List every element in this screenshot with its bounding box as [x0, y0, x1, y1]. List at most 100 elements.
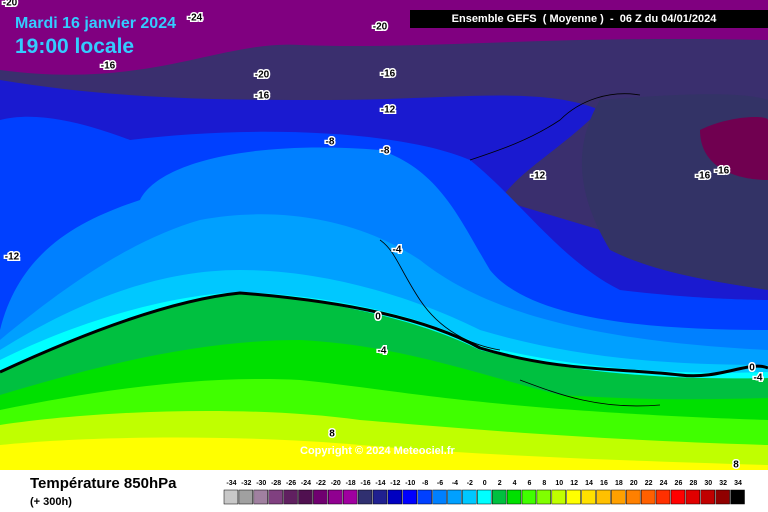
legend-swatch	[566, 489, 581, 505]
contour-label: 0	[749, 363, 755, 374]
legend-swatch	[298, 489, 313, 505]
copyright: Copyright © 2024 Meteociel.fr	[300, 445, 456, 457]
legend-swatch	[700, 489, 715, 505]
legend-value: -24	[301, 480, 311, 487]
legend-value: 14	[585, 480, 593, 487]
color-scale: -34 -32 -30 -28 -26 -24 -22 -20 -18 -16 -14 -12 -10-…	[223, 480, 745, 505]
legend-value: -4	[452, 480, 458, 487]
legend-value: 0	[483, 480, 487, 487]
legend-value: -18	[346, 480, 356, 487]
legend-subtitle: (+ 300h)	[30, 496, 72, 508]
legend-swatch	[328, 489, 343, 505]
legend-value: 34	[734, 480, 742, 487]
legend-swatch	[387, 489, 403, 505]
legend-swatch	[432, 489, 447, 505]
legend-swatch	[238, 489, 254, 505]
legend-swatch	[357, 489, 373, 505]
legend-value: 22	[645, 480, 653, 487]
map	[0, 0, 768, 471]
legend-swatch	[447, 489, 462, 505]
legend-value: 16	[600, 480, 608, 487]
legend-value: 6	[527, 480, 531, 487]
legend-value: 30	[704, 480, 712, 487]
legend-swatch	[626, 489, 641, 505]
contour-label: -16	[381, 69, 396, 80]
contour-label: -4	[754, 373, 763, 384]
contour-label: 8	[733, 460, 739, 471]
legend-value: 2	[498, 480, 502, 487]
legend-value: 26	[675, 480, 683, 487]
legend-value: -28	[271, 480, 281, 487]
legend-value: 28	[689, 480, 697, 487]
contour-label: -20	[255, 70, 270, 81]
legend-value: 32	[719, 480, 727, 487]
contour-label: -12	[531, 171, 546, 182]
band	[700, 117, 768, 180]
legend-swatch	[715, 489, 730, 505]
legend-swatch	[551, 489, 566, 505]
legend-value: -30	[256, 480, 266, 487]
contour-label: -4	[378, 346, 387, 357]
contour-label: -8	[326, 137, 335, 148]
legend-swatch	[462, 489, 477, 505]
legend-value: -2	[467, 480, 473, 487]
legend-value: 24	[660, 480, 668, 487]
legend-swatch	[730, 489, 745, 505]
legend-swatch	[313, 489, 328, 505]
legend-value: 10	[555, 480, 563, 487]
legend-value: -32	[241, 480, 251, 487]
legend-title: Température 850hPa	[30, 475, 177, 492]
legend-swatch	[670, 489, 686, 505]
legend-value: -16	[360, 480, 370, 487]
contour-label: -4	[393, 245, 402, 256]
contour-label: -16	[255, 91, 270, 102]
legend-value: -26	[286, 480, 296, 487]
legend-value: 12	[570, 480, 578, 487]
legend-value: 4	[513, 480, 517, 487]
legend-swatch	[685, 489, 701, 505]
legend-value: 20	[630, 480, 638, 487]
legend-value: -6	[437, 480, 443, 487]
legend-value: 8	[542, 480, 546, 487]
legend-value: -34	[226, 480, 236, 487]
contour-label: -24	[188, 13, 203, 24]
legend-swatch	[342, 489, 358, 505]
legend-swatch	[655, 489, 671, 505]
legend-value: -20	[331, 480, 341, 487]
legend-swatch	[536, 489, 552, 505]
contour-label: -20	[3, 0, 18, 9]
model-box	[410, 10, 768, 28]
zero-contour	[0, 291, 768, 378]
legend-value: -14	[375, 480, 385, 487]
legend-swatch	[491, 489, 507, 505]
model-info: Ensemble GEFS ( Moyenne ) - 06 Z du 04/0…	[452, 13, 718, 25]
legend-value: -12	[390, 480, 400, 487]
legend-value: -8	[422, 480, 428, 487]
legend-swatch	[581, 489, 596, 505]
legend-swatch	[268, 489, 283, 505]
contour-label: -16	[101, 61, 116, 72]
contour-label: 0	[375, 312, 381, 323]
legend-swatch	[223, 489, 239, 505]
contour-label: 8	[329, 429, 335, 440]
legend-swatch	[253, 489, 268, 505]
legend-swatch	[477, 489, 492, 505]
legend-swatch	[402, 489, 417, 505]
band	[0, 437, 768, 470]
legend-swatch	[283, 489, 298, 505]
legend-value: 18	[615, 480, 623, 487]
legend-swatch	[372, 489, 388, 505]
legend-swatch	[521, 489, 537, 505]
legend-swatch	[596, 489, 611, 505]
contour-label: -16	[715, 166, 730, 177]
legend-swatch	[506, 489, 522, 505]
legend-swatch	[611, 489, 626, 505]
legend-value: -10	[405, 480, 415, 487]
contour-label: -8	[381, 146, 390, 157]
contour-labels: -20 -24 -20 -16 -20 -16 -16 -12 -8 -8 -12 -16 -16 -12…	[1, 0, 764, 472]
contour-label: -16	[696, 171, 711, 182]
contour-label: -12	[381, 105, 396, 116]
coastline	[379, 93, 661, 407]
contour-label: -12	[5, 252, 20, 263]
